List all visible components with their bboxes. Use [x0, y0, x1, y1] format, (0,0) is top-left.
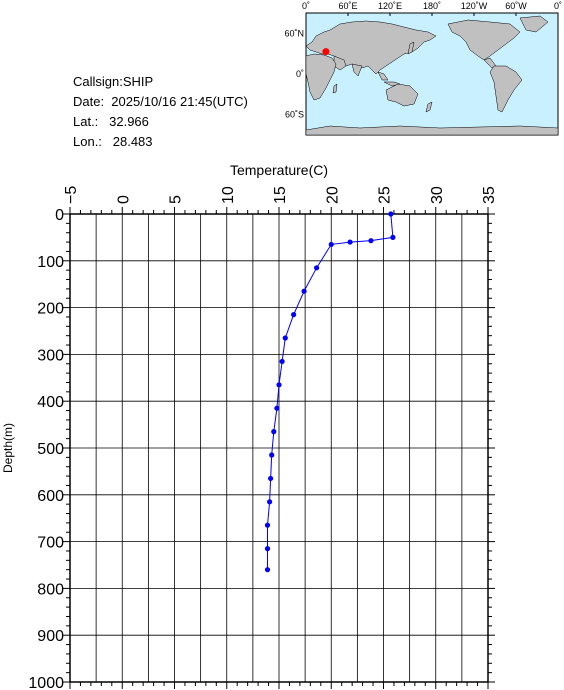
- map-longitude-label: 60˚E: [338, 1, 357, 11]
- data-point: [329, 242, 334, 247]
- x-tick-label: 30: [429, 186, 446, 204]
- data-point: [274, 406, 279, 411]
- data-point: [276, 382, 281, 387]
- data-point: [283, 335, 288, 340]
- data-point: [301, 289, 306, 294]
- y-tick-label: 500: [37, 441, 64, 458]
- series-points: [265, 211, 396, 572]
- map-latitude-labels: 60˚N 0˚ 60˚S: [284, 28, 304, 119]
- plot-frame: [70, 214, 488, 682]
- data-point: [268, 476, 273, 481]
- y-tick-label: 400: [37, 394, 64, 411]
- y-tick-label: 600: [37, 488, 64, 505]
- map-longitude-label: 60˚W: [505, 1, 527, 11]
- map-longitude-label: 120˚E: [378, 1, 402, 11]
- data-point: [265, 567, 270, 572]
- x-tick-label: 5: [168, 195, 185, 204]
- data-point: [388, 211, 393, 216]
- data-point: [347, 239, 352, 244]
- y-tick-label: 300: [37, 347, 64, 364]
- data-point: [267, 499, 272, 504]
- data-point: [265, 523, 270, 528]
- y-tick-label: 700: [37, 535, 64, 552]
- map-latitude-label: 0˚: [296, 69, 304, 79]
- data-point: [280, 359, 285, 364]
- y-tick-labels: 0 100 200 300 400 500 600 700 800 900 1000: [28, 207, 64, 690]
- x-tick-labels: −5 0 5 10 15 20 25 30 35: [63, 186, 498, 204]
- map-latitude-label: 60˚N: [284, 28, 304, 38]
- chart-tick-marks: [63, 207, 495, 689]
- map-latitude-label: 60˚S: [285, 110, 304, 120]
- map-longitude-label: 180˚: [423, 1, 441, 11]
- x-tick-label: 0: [115, 195, 132, 204]
- y-axis-label: Depth(m): [1, 423, 15, 473]
- y-tick-label: 1000: [28, 675, 64, 690]
- y-tick-label: 0: [55, 207, 64, 224]
- x-tick-label: 10: [220, 186, 237, 204]
- map-longitude-label: 0˚: [554, 1, 562, 11]
- x-tick-label: 35: [481, 186, 498, 204]
- data-point: [390, 235, 395, 240]
- y-tick-label: 100: [37, 254, 64, 271]
- map-longitude-label: 120˚W: [461, 1, 488, 11]
- data-point: [291, 312, 296, 317]
- y-tick-label: 800: [37, 581, 64, 598]
- x-axis-label: Temperature(C): [230, 162, 328, 178]
- x-tick-label: 20: [324, 186, 341, 204]
- x-tick-label: 25: [377, 186, 394, 204]
- data-point: [265, 546, 270, 551]
- chart-grid: [70, 214, 488, 682]
- x-tick-label: −5: [63, 186, 80, 204]
- data-point: [269, 452, 274, 457]
- world-map: 0˚ 60˚E 120˚E 180˚ 120˚W 60˚W 0˚ 60˚N 0˚ 60˚S: [0, 0, 564, 140]
- data-point: [314, 265, 319, 270]
- station-marker: [322, 48, 329, 55]
- y-tick-label: 900: [37, 628, 64, 645]
- map-longitude-label: 0˚: [302, 1, 310, 11]
- y-tick-label: 200: [37, 301, 64, 318]
- x-tick-label: 15: [272, 186, 289, 204]
- data-point: [368, 238, 373, 243]
- map-longitude-labels: 0˚ 60˚E 120˚E 180˚ 120˚W 60˚W 0˚: [302, 1, 562, 11]
- data-point: [271, 429, 276, 434]
- series-line: [268, 214, 393, 570]
